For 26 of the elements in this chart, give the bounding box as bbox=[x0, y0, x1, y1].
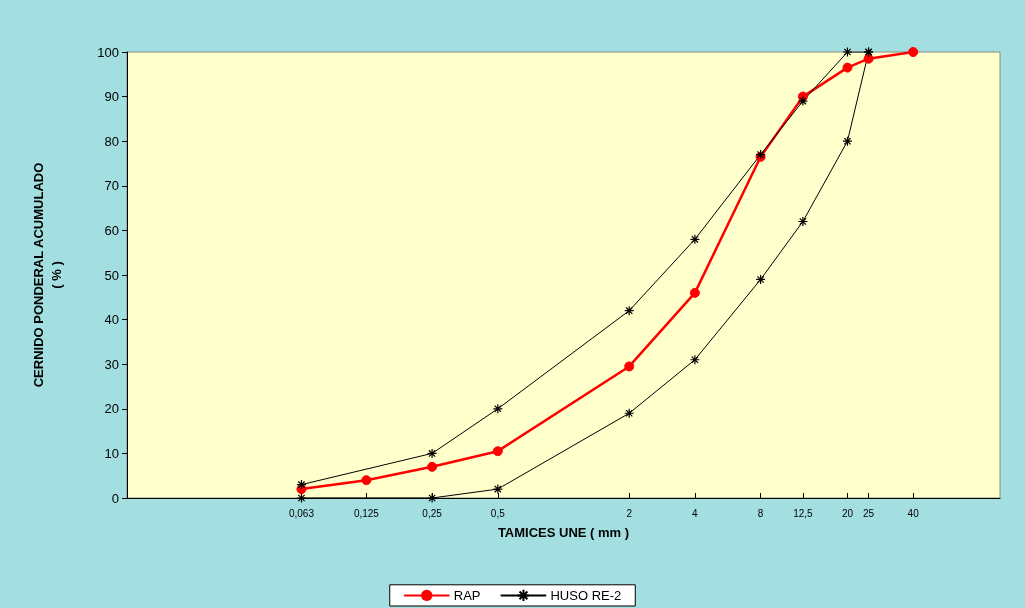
x-tick-label: 8 bbox=[757, 507, 764, 519]
y-tick-label: 10 bbox=[104, 445, 119, 461]
x-tick-label: 4 bbox=[692, 507, 699, 519]
y-tick-label: 50 bbox=[104, 267, 119, 283]
legend-label: HUSO RE-2 bbox=[550, 587, 622, 603]
x-tick-label: 2 bbox=[626, 507, 633, 519]
x-tick-label: 0,5 bbox=[490, 507, 506, 519]
y-tick-label: 20 bbox=[104, 401, 119, 417]
y-tick-label: 90 bbox=[104, 89, 119, 105]
y-tick-label: 40 bbox=[104, 312, 119, 328]
x-tick-label: 0,063 bbox=[288, 507, 315, 519]
y-tick-label: 0 bbox=[111, 490, 119, 506]
y-tick-label: 70 bbox=[104, 178, 119, 194]
y-axis-title: CERNIDO PONDERAL ACUMULADO ( % ) bbox=[30, 162, 64, 388]
x-tick-label: 0,25 bbox=[422, 507, 443, 519]
x-tick-label: 40 bbox=[907, 507, 920, 519]
y-tick-label: 100 bbox=[97, 44, 119, 60]
x-axis-title: TAMICES UNE ( mm ) bbox=[497, 525, 630, 540]
legend-label: RAP bbox=[453, 587, 481, 603]
y-tick-label: 30 bbox=[104, 356, 119, 372]
y-tick-label: 80 bbox=[104, 133, 119, 149]
x-tick-label: 20 bbox=[841, 507, 854, 519]
y-tick-label: 60 bbox=[104, 222, 119, 238]
x-tick-label: 0,125 bbox=[353, 507, 380, 519]
x-tick-label: 12,5 bbox=[793, 507, 814, 519]
x-tick-label: 25 bbox=[863, 507, 875, 519]
